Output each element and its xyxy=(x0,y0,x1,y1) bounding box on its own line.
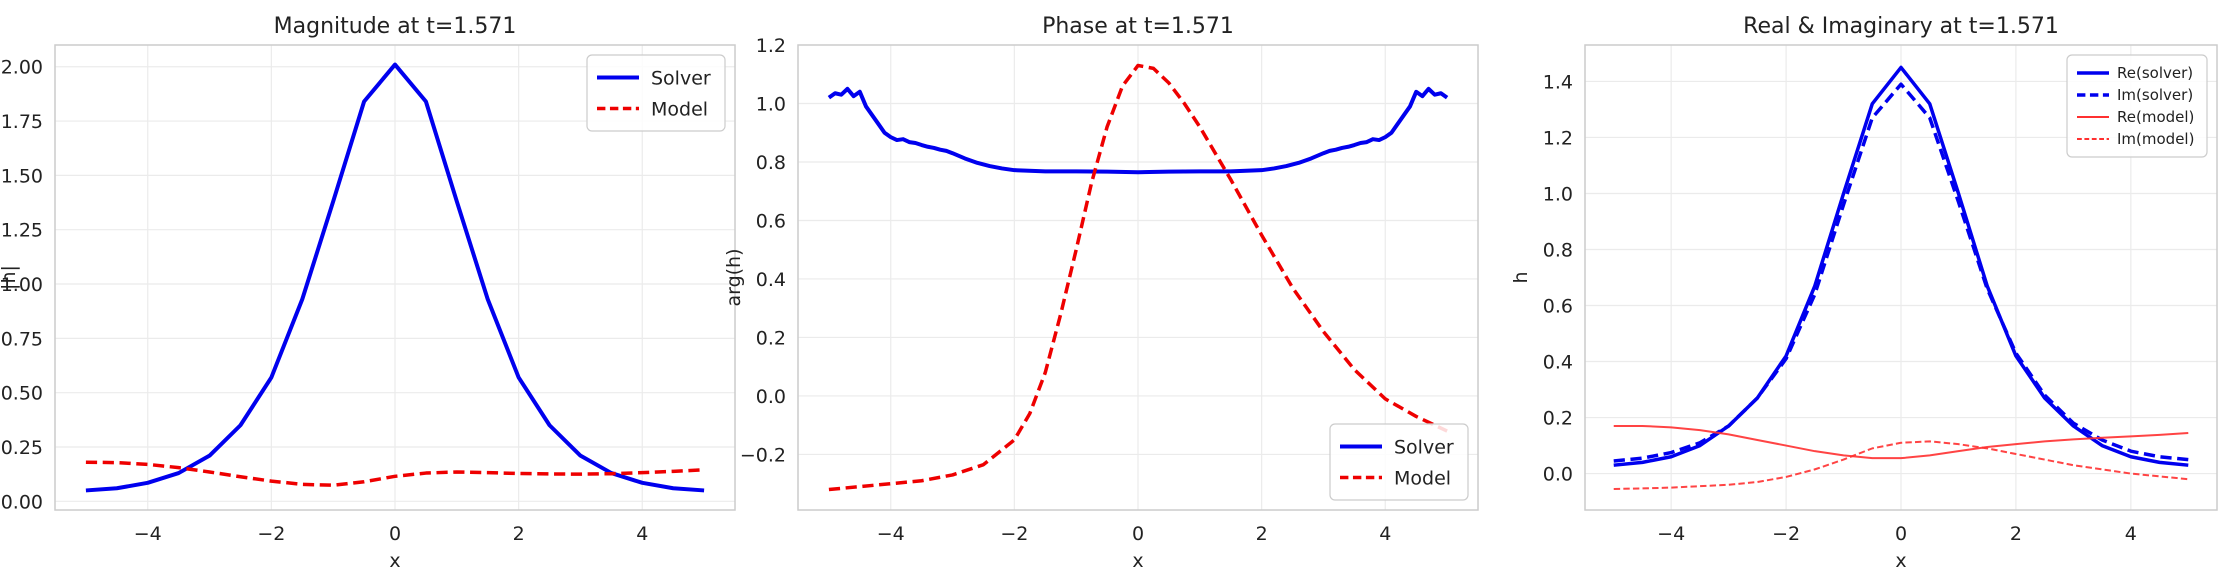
legend-label: Im(solver) xyxy=(2117,86,2193,104)
legend-label: Solver xyxy=(651,68,711,90)
series-line-im-model- xyxy=(1613,440,2189,490)
y-tick-label: 0.8 xyxy=(756,152,786,174)
series-line-model xyxy=(828,63,1448,492)
x-tick-label: −4 xyxy=(134,523,162,545)
legend-label: Im(model) xyxy=(2117,130,2194,148)
chart-title: Phase at t=1.571 xyxy=(1042,14,1234,39)
x-tick-label: 4 xyxy=(2125,523,2137,545)
y-axis-label: arg(h) xyxy=(723,248,745,306)
x-tick-label: 4 xyxy=(1379,523,1391,545)
x-tick-label: −2 xyxy=(257,523,285,545)
y-tick-label: 0.00 xyxy=(1,491,43,513)
y-tick-label: 1.50 xyxy=(1,165,43,187)
series-line-solver xyxy=(85,62,705,493)
series-line-model xyxy=(85,460,705,487)
y-tick-label: 0.8 xyxy=(1543,239,1573,261)
y-tick-label: 0.2 xyxy=(756,327,786,349)
y-tick-label: 1.2 xyxy=(1543,127,1573,149)
x-tick-label: 2 xyxy=(1256,523,1268,545)
y-tick-label: 0.75 xyxy=(1,328,43,350)
y-tick-label: 0.0 xyxy=(1543,464,1573,486)
chart-panel-3: −4 −2 0 2 4 0.0 0.2 0.4 0.6 0.8 1.0 1.2 1.4 Real & Im… xyxy=(1510,14,2218,572)
y-axis-label: h xyxy=(1510,271,1532,283)
x-tick-label: −2 xyxy=(1000,523,1028,545)
y-tick-label: 0.4 xyxy=(756,269,786,291)
x-tick-label: −2 xyxy=(1772,523,1800,545)
x-tick-label: −4 xyxy=(877,523,905,545)
y-tick-label: 1.25 xyxy=(1,220,43,242)
x-tick-label: 0 xyxy=(1132,523,1144,545)
y-tick-label: 1.2 xyxy=(756,35,786,57)
y-tick-label: 1.0 xyxy=(1543,183,1573,205)
plot-frame xyxy=(1584,44,2218,511)
legend-label: Model xyxy=(651,99,708,121)
y-tick-label: 0.25 xyxy=(1,437,43,459)
x-axis-label: x xyxy=(389,550,400,572)
chart-panel-2: −4 −2 0 2 4 −0.2 0.0 0.2 0.4 0.6 0.8 1.0 1.2 Phase at… xyxy=(723,14,1479,572)
series-line-re-model- xyxy=(1613,424,2189,460)
y-tick-label: 0.0 xyxy=(756,386,786,408)
y-tick-label: 0.6 xyxy=(756,210,786,232)
legend-box xyxy=(586,54,726,132)
plot-frame xyxy=(54,44,736,511)
series-line-solver xyxy=(827,86,1449,175)
y-tick-label: 0.2 xyxy=(1543,408,1573,430)
x-axis-label: x xyxy=(1895,550,1906,572)
y-tick-label: 1.4 xyxy=(1543,71,1573,93)
y-tick-label: 0.4 xyxy=(1543,352,1573,374)
series-line-im-solver- xyxy=(1613,82,2189,463)
x-tick-label: 2 xyxy=(2010,523,2022,545)
y-axis-label: |h| xyxy=(0,265,20,290)
chart-title: Real & Imaginary at t=1.571 xyxy=(1743,14,2059,39)
legend: Solver Model xyxy=(586,54,726,132)
y-tick-label: 1.75 xyxy=(1,111,43,133)
grid xyxy=(798,44,1478,510)
y-tick-label: 1.0 xyxy=(756,93,786,115)
y-tick-label: 0.6 xyxy=(1543,296,1573,318)
y-tick-label: 2.00 xyxy=(1,57,43,79)
legend-label: Re(solver) xyxy=(2117,64,2193,82)
legend-label: Re(model) xyxy=(2117,108,2194,126)
legend-box xyxy=(2066,54,2208,158)
chart-panel-1: −4 −2 0 2 4 0.00 0.25 0.50 0.75 1.00 1.25 1.50 1.75 2… xyxy=(0,14,736,572)
y-tick-label: −0.2 xyxy=(740,444,786,466)
legend-label: Solver xyxy=(1394,437,1454,459)
legend-label: Model xyxy=(1394,468,1451,490)
y-tick-label: 0.50 xyxy=(1,383,43,405)
legend-box xyxy=(1329,423,1469,501)
legend: Re(solver) Im(solver) Re(model) Im(model) xyxy=(2066,54,2208,158)
x-tick-label: 0 xyxy=(1895,523,1907,545)
x-axis-label: x xyxy=(1132,550,1143,572)
x-tick-label: 0 xyxy=(389,523,401,545)
plot-frame xyxy=(797,44,1479,511)
x-tick-label: 2 xyxy=(513,523,525,545)
y-tick-label: 1.00 xyxy=(1,274,43,296)
x-tick-label: −4 xyxy=(1657,523,1685,545)
legend: Solver Model xyxy=(1329,423,1469,501)
x-tick-label: 4 xyxy=(636,523,648,545)
chart-title: Magnitude at t=1.571 xyxy=(274,14,517,39)
